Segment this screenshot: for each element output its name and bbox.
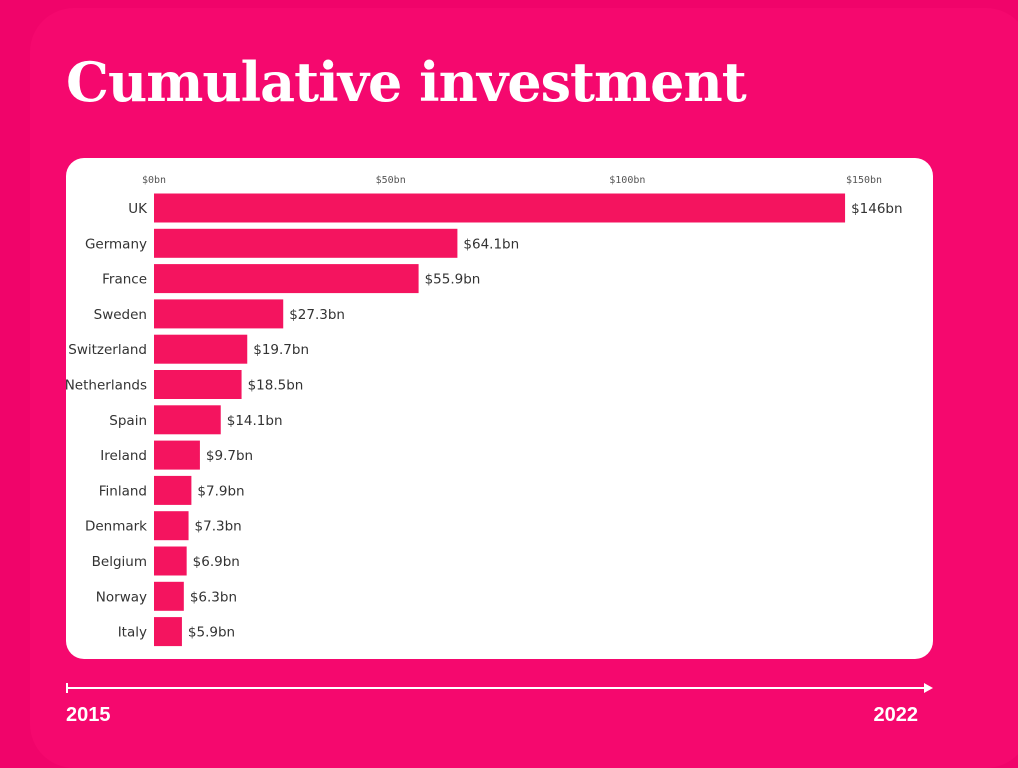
category-label: Netherlands [66,378,147,394]
value-label: $146bn [851,201,902,217]
chart-card: $0bn $50bn $100bn $150bn UK $146bn Germany $64.… [66,158,933,659]
value-label: $9.7bn [206,448,253,464]
category-label: Spain [109,413,147,429]
category-label: Ireland [100,448,147,464]
bar-chart: $0bn $50bn $100bn $150bn UK $146bn Germany $64.… [66,175,903,647]
bar [154,617,182,647]
value-label: $6.9bn [193,554,240,570]
timeline-line [68,687,927,689]
category-label: Belgium [92,554,147,570]
category-label: Norway [96,589,147,605]
x-tick-label: $50bn [376,175,406,186]
value-label: $14.1bn [227,413,283,429]
value-label: $55.9bn [425,272,481,288]
arrow-right-icon [924,683,933,693]
bar [154,370,242,399]
x-tick-label: $0bn [142,175,166,186]
value-label: $18.5bn [248,378,304,394]
bar [154,581,184,611]
x-tick-label: $100bn [609,175,645,186]
value-label: $7.3bn [195,519,242,535]
bar [154,264,419,294]
value-label: $19.7bn [253,342,309,358]
category-label: Switzerland [68,342,147,358]
category-label: Sweden [94,307,147,323]
bar [154,511,189,541]
x-tick-label: $150bn [846,175,882,186]
bar [154,405,221,435]
timeline-start-year: 2015 [66,704,111,726]
bar [154,334,248,364]
value-label: $27.3bn [289,307,345,323]
timeline-arrow [66,683,933,693]
bar [154,193,846,223]
value-label: $7.9bn [197,483,244,499]
value-label: $5.9bn [188,625,235,641]
category-label: Italy [118,625,147,641]
category-label: Finland [99,483,147,499]
category-label: Denmark [85,519,147,535]
bar [154,299,284,329]
category-label: UK [128,201,148,217]
bar [154,546,187,576]
value-label: $6.3bn [190,589,237,605]
bar [154,475,192,505]
timeline-end-year: 2022 [873,704,919,726]
page-title: Cumulative investment [66,50,747,114]
value-label: $64.1bn [463,236,519,252]
timeline-start-tick [66,683,68,693]
bar [154,440,200,470]
bar [154,228,458,258]
category-label: Germany [85,236,147,252]
category-label: France [102,272,147,288]
